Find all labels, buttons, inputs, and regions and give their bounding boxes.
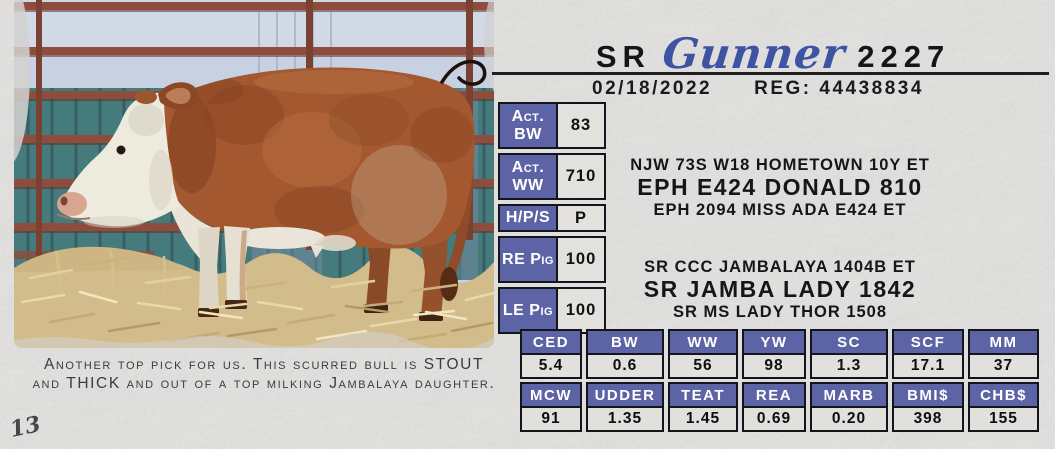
- page-title: SR Gunner 2227: [495, 28, 1051, 78]
- epd-table: CED 5.4 BW 0.6 WW 56 YW 98 SC 1.3 SCF 17.1 MM 3…: [520, 329, 1039, 435]
- epd-value-cell: 56: [668, 353, 738, 379]
- dam-dam-name: SR MS LADY THOR 1508: [672, 303, 888, 321]
- epd-header-cell: BW: [586, 329, 664, 355]
- stat-value: 83: [556, 102, 606, 149]
- epd-value-cell: 0.20: [810, 406, 888, 432]
- epd-row-group-2: MCW 91 UDDER 1.35 TEAT 1.45 REA 0.69 MARB 0.2…: [520, 382, 1039, 432]
- dam-pedigree: SR CCC JAMBALAYA 1404B ET SR JAMBA LADY …: [540, 258, 1020, 321]
- dam-sire-name: SR CCC JAMBALAYA 1404B ET: [644, 258, 916, 276]
- epd-header-cell: BMI$: [892, 382, 964, 408]
- registration-number: REG: 44438834: [754, 78, 924, 99]
- epd-header-cell: CHB$: [968, 382, 1039, 408]
- epd-value-cell: 0.6: [586, 353, 664, 379]
- description: Another top pick for us. This scurred bu…: [6, 355, 522, 394]
- epd-value-cell: 91: [520, 406, 582, 432]
- epd-value-cell: 398: [892, 406, 964, 432]
- epd-header-cell: WW: [668, 329, 738, 355]
- sire-sire-name: NJW 73S W18 HOMETOWN 10Y ET: [630, 156, 930, 174]
- epd-header-cell: CED: [520, 329, 582, 355]
- epd-header-cell: UDDER: [586, 382, 664, 408]
- bull-photo: [14, 0, 494, 348]
- title-script-name: Gunner: [660, 29, 848, 78]
- title-rule: [492, 72, 1049, 75]
- sire-pedigree: NJW 73S W18 HOMETOWN 10Y ET EPH E424 DON…: [540, 156, 1020, 219]
- corner-mark: 13: [7, 411, 43, 443]
- stat-row: Act. BW 83: [498, 102, 606, 149]
- description-line-1: Another top pick for us. This scurred bu…: [43, 356, 485, 373]
- epd-row-group-1: CED 5.4 BW 0.6 WW 56 YW 98 SC 1.3 SCF 17.1 MM 3…: [520, 329, 1039, 379]
- bull-photo-scene: [14, 0, 494, 348]
- epd-header-cell: MARB: [810, 382, 888, 408]
- title-prefix: SR: [595, 39, 651, 74]
- subheader: 02/18/2022 REG: 44438834: [498, 78, 1018, 100]
- epd-header-cell: SCF: [892, 329, 964, 355]
- stat-label: Act. BW: [498, 102, 558, 149]
- dam-name: SR JAMBA LADY 1842: [643, 276, 917, 302]
- epd-value-cell: 1.35: [586, 406, 664, 432]
- title-suffix: 2227: [857, 39, 951, 74]
- epd-value-cell: 17.1: [892, 353, 964, 379]
- epd-value-cell: 0.69: [742, 406, 806, 432]
- epd-value-cell: 155: [968, 406, 1039, 432]
- epd-header-cell: TEAT: [668, 382, 738, 408]
- epd-header-cell: MCW: [520, 382, 582, 408]
- epd-header-cell: SC: [810, 329, 888, 355]
- epd-value-cell: 37: [968, 353, 1039, 379]
- sire-name: EPH E424 DONALD 810: [637, 174, 923, 200]
- epd-value-cell: 98: [742, 353, 806, 379]
- sire-dam-name: EPH 2094 MISS ADA E424 ET: [653, 201, 907, 219]
- epd-header-cell: REA: [742, 382, 806, 408]
- epd-value-cell: 5.4: [520, 353, 582, 379]
- epd-value-cell: 1.45: [668, 406, 738, 432]
- epd-header-cell: YW: [742, 329, 806, 355]
- description-line-2: and THICK and out of a top milking Jamba…: [32, 375, 496, 393]
- epd-value-cell: 1.3: [810, 353, 888, 379]
- epd-header-cell: MM: [968, 329, 1039, 355]
- birth-date: 02/18/2022: [592, 78, 713, 99]
